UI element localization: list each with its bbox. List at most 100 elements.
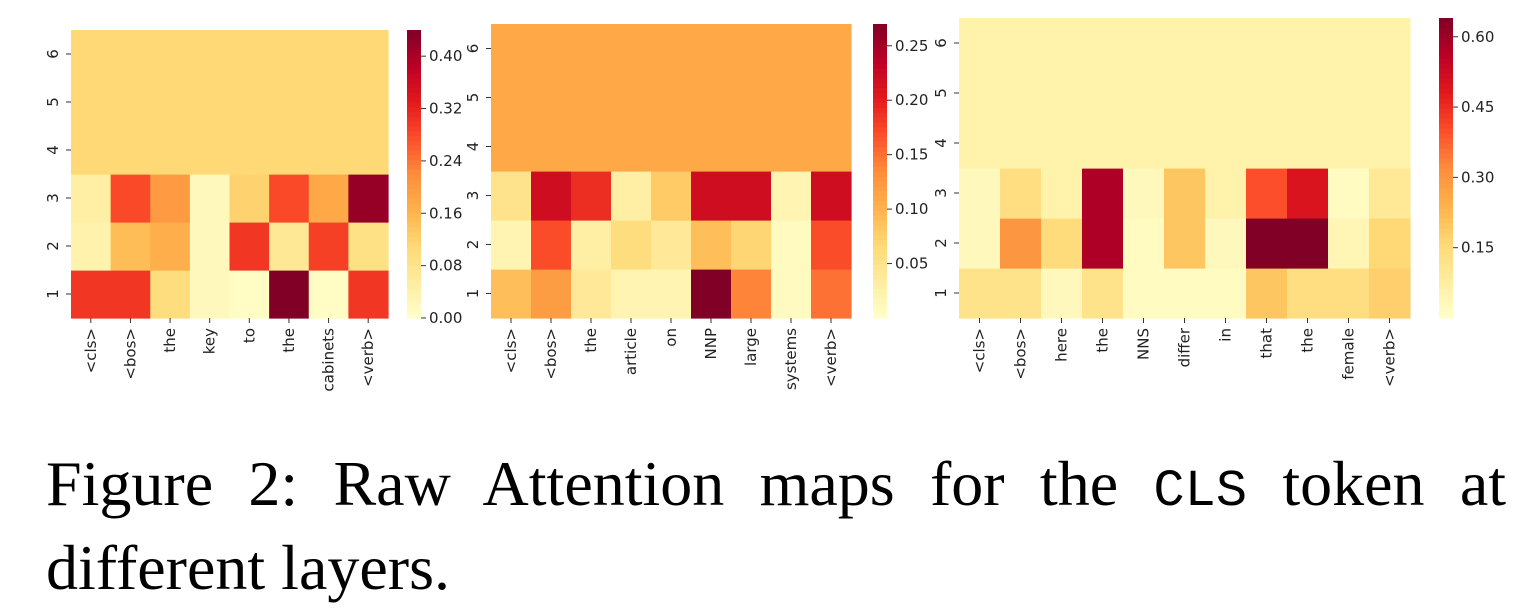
heatmap-cell: [571, 24, 612, 74]
y-tick-label: 6: [932, 38, 950, 48]
heatmap-cell: [71, 126, 112, 175]
colorbar-segment: [873, 244, 887, 250]
x-tick-label: <verb>: [1381, 328, 1399, 387]
heatmap-cell: [150, 78, 191, 127]
heatmap-cell: [1164, 268, 1206, 319]
colorbar-segment: [873, 161, 887, 167]
colorbar-segment: [1439, 83, 1453, 89]
colorbar-tick-label: 0.16: [429, 204, 462, 222]
colorbar-segment: [407, 178, 421, 185]
x-tick-label: differ: [1176, 327, 1194, 367]
heatmap-cell: [531, 220, 572, 270]
heatmap-cell: [1246, 118, 1288, 169]
x-tick-label: that: [1258, 328, 1276, 359]
colorbar-segment: [1439, 148, 1453, 154]
y-tick-label: 6: [44, 49, 62, 59]
colorbar-segment: [873, 24, 887, 30]
colorbar-segment: [1439, 58, 1453, 64]
y-tick-label: 2: [464, 240, 482, 250]
heatmap-cell: [1246, 168, 1288, 219]
heatmap-cell: [1287, 218, 1329, 269]
heatmap-cell: [811, 269, 852, 319]
colorbar-segment: [407, 68, 421, 74]
colorbar-segment: [1439, 68, 1453, 74]
colorbar-segment: [1439, 63, 1453, 69]
x-tick-label: <verb>: [359, 328, 377, 387]
colorbar-segment: [1439, 188, 1453, 194]
heatmap-cell: [1123, 168, 1165, 219]
heatmap-cell: [491, 171, 532, 221]
colorbar-segment: [1439, 228, 1453, 234]
heatmap-cell: [229, 30, 270, 79]
heatmap-cell: [771, 171, 812, 221]
heatmap-cell: [1041, 168, 1083, 219]
colorbar-segment: [1439, 23, 1453, 29]
heatmap-cell: [611, 73, 652, 123]
colorbar-segment: [873, 273, 887, 280]
colorbar-tick-label: 0.45: [1461, 98, 1494, 116]
heatmap-cell: [691, 24, 732, 74]
heatmap-cell: [229, 174, 270, 223]
colorbar-segment: [407, 298, 421, 305]
colorbar-segment: [873, 92, 887, 99]
caption-suffix: token at different layers.: [46, 448, 1507, 603]
heatmap-cell: [1082, 268, 1124, 319]
y-tick-label: 1: [932, 288, 950, 298]
colorbar-tick-label: 0.20: [895, 91, 928, 109]
colorbar-segment: [1439, 218, 1453, 224]
colorbar-segment: [407, 255, 421, 261]
x-tick-label: the: [1094, 328, 1112, 353]
colorbar-segment: [407, 150, 421, 156]
heatmap-cell: [348, 270, 389, 319]
colorbar-segment: [873, 288, 887, 295]
heatmap-cell: [959, 18, 1001, 69]
heatmap-cell: [1205, 18, 1247, 69]
x-tick-label: NNS: [1135, 328, 1153, 360]
colorbar-segment: [873, 190, 887, 197]
heatmap-cell: [1000, 168, 1042, 219]
x-tick-label: <cls>: [502, 328, 520, 373]
heatmap-cell: [150, 30, 191, 79]
colorbar-segment: [1439, 48, 1453, 54]
heatmap-cell: [811, 24, 852, 74]
colorbar-segment: [873, 269, 887, 275]
heatmap-cell: [731, 73, 772, 123]
x-tick-label: article: [622, 328, 640, 375]
colorbar-segment: [407, 58, 421, 65]
colorbar-segment: [1439, 178, 1453, 184]
x-tick-label: here: [1053, 328, 1071, 362]
colorbar-segment: [873, 156, 887, 162]
y-tick-label: 5: [932, 88, 950, 98]
caption-prefix: Figure 2: Raw Attention maps for the: [46, 448, 1154, 519]
heatmap-panel-2: <cls> <bos> the article on NNP large systems <ve…: [464, 24, 928, 390]
x-tick-label: to: [240, 328, 258, 343]
heatmap-cell: [1041, 18, 1083, 69]
colorbar-segment: [407, 154, 421, 161]
colorbar-segment: [873, 205, 887, 211]
colorbar-segment: [407, 294, 421, 300]
heatmap-cell: [1164, 18, 1206, 69]
colorbar-segment: [1439, 28, 1453, 34]
heatmap-cell: [269, 78, 310, 127]
y-tick-label: 2: [932, 238, 950, 248]
heatmap-panel-1: <cls> <bos> the key to the cabinets <verb> 1 2 3 4 5…: [44, 30, 462, 392]
x-tick-label: <cls>: [971, 328, 989, 373]
colorbar-segment: [1439, 303, 1453, 309]
heatmap-cell: [308, 30, 349, 79]
heatmap-cell: [229, 126, 270, 175]
colorbar-segment: [873, 33, 887, 40]
colorbar-segment: [1439, 233, 1453, 239]
heatmap-cell: [691, 171, 732, 221]
heatmap-cell: [1041, 68, 1083, 119]
heatmap-cell: [110, 222, 151, 271]
heatmap-cell: [110, 126, 151, 175]
heatmap-cell: [1123, 68, 1165, 119]
colorbar-segment: [407, 265, 421, 271]
heatmap-cell: [731, 220, 772, 270]
heatmap-cell: [308, 222, 349, 271]
colorbar-tick-label: 0.32: [429, 100, 462, 118]
colorbar-segment: [407, 121, 421, 127]
heatmap-cell: [348, 78, 389, 127]
colorbar-segment: [1439, 168, 1453, 174]
colorbar-tick-label: 0.05: [895, 255, 928, 273]
